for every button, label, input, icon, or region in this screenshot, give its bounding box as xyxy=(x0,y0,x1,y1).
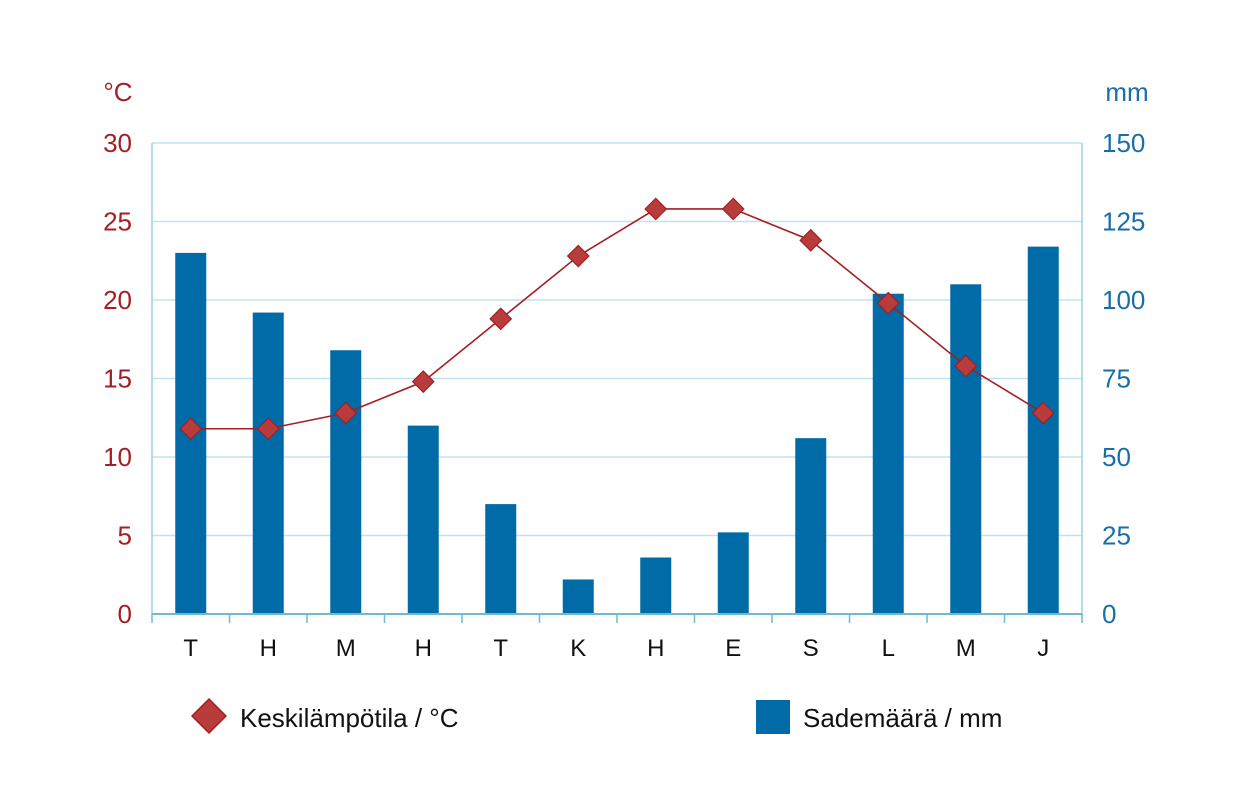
temperature-point xyxy=(566,244,590,268)
x-tick-label: M xyxy=(956,635,976,662)
precipitation-bar xyxy=(407,425,439,614)
precipitation-bar xyxy=(562,579,594,614)
x-tick-label: T xyxy=(493,635,508,662)
precipitation-bar xyxy=(795,438,827,614)
x-tick-label: J xyxy=(1037,635,1049,662)
right-tick-label: 25 xyxy=(1102,521,1131,551)
x-tick-label: K xyxy=(570,635,586,662)
left-tick-label: 10 xyxy=(103,442,132,472)
temperature-point xyxy=(1031,401,1055,425)
precipitation-bars xyxy=(175,246,1059,614)
temperature-point xyxy=(644,197,668,221)
x-tick-label: H xyxy=(260,635,277,662)
right-axis-unit: mm xyxy=(1105,77,1148,107)
legend: Keskilämpötila / °C Sademäärä / mm xyxy=(190,697,1002,735)
temperature-point xyxy=(876,291,900,315)
left-tick-label: 15 xyxy=(103,364,132,394)
x-tick-label: S xyxy=(803,635,819,662)
left-tick-label: 5 xyxy=(118,521,132,551)
axes xyxy=(151,143,1083,623)
right-tick-label: 0 xyxy=(1102,599,1116,629)
precipitation-bar xyxy=(640,557,672,614)
legend-temperature-label: Keskilämpötila / °C xyxy=(240,703,458,733)
temperature-point xyxy=(334,401,358,425)
right-tick-label: 150 xyxy=(1102,128,1145,158)
temperature-line xyxy=(179,197,1055,441)
precipitation-bar xyxy=(872,293,904,614)
x-tick-label: E xyxy=(725,635,741,662)
left-tick-label: 25 xyxy=(103,207,132,237)
precipitation-bar xyxy=(950,284,982,614)
legend-temperature-marker xyxy=(190,697,228,735)
legend-precipitation-label: Sademäärä / mm xyxy=(803,703,1002,733)
right-tick-label: 50 xyxy=(1102,442,1131,472)
right-tick-label: 125 xyxy=(1102,207,1145,237)
right-tick-label: 75 xyxy=(1102,364,1131,394)
temperature-point xyxy=(489,307,513,331)
temperature-point xyxy=(954,354,978,378)
precipitation-bar xyxy=(717,532,749,614)
left-tick-label: 20 xyxy=(103,285,132,315)
left-axis-unit: °C xyxy=(103,77,132,107)
precipitation-bar xyxy=(330,350,362,614)
temperature-point xyxy=(799,228,823,252)
precipitation-bar xyxy=(1027,246,1059,614)
right-tick-label: 100 xyxy=(1102,285,1145,315)
x-tick-label: M xyxy=(336,635,356,662)
x-tick-label: T xyxy=(183,635,198,662)
x-tick-label: H xyxy=(415,635,432,662)
precipitation-bar xyxy=(252,312,284,614)
tick-labels: 0 5 10 15 20 25 30 0 25 50 75 100 125 150 T H M H T K H E S L M J xyxy=(103,128,1145,662)
temperature-series-line xyxy=(190,208,1044,430)
x-tick-label: L xyxy=(882,635,895,662)
x-tick-label: H xyxy=(647,635,664,662)
left-tick-label: 0 xyxy=(118,599,132,629)
temperature-point xyxy=(179,417,203,441)
legend-precipitation-marker xyxy=(756,700,790,734)
left-tick-label: 30 xyxy=(103,128,132,158)
precipitation-bar xyxy=(485,504,517,614)
grid-lines xyxy=(152,142,1082,537)
temperature-point xyxy=(411,370,435,394)
temperature-point xyxy=(256,417,280,441)
temperature-point xyxy=(721,197,745,221)
